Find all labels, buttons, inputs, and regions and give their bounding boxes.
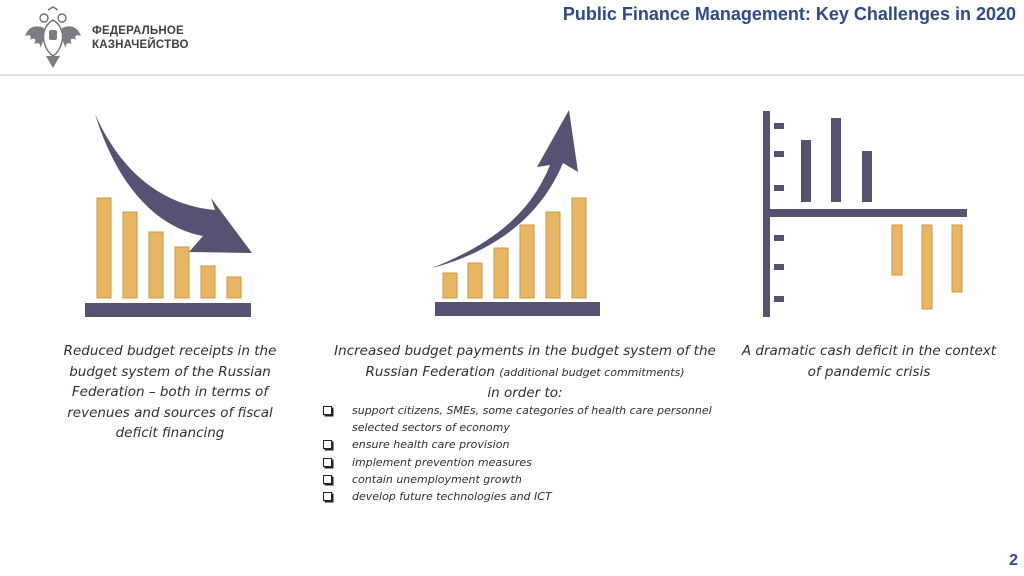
caption-line: Russian Federation (additional budget co… bbox=[318, 362, 732, 384]
negative-bar bbox=[921, 224, 933, 310]
bar bbox=[148, 231, 164, 299]
caption-text: Russian Federation bbox=[365, 363, 500, 380]
list-item-text: ensure health care provision bbox=[352, 438, 510, 452]
tick bbox=[774, 123, 784, 129]
list-item-text: selected sectors of economy bbox=[352, 421, 510, 435]
checkbox-bullet-icon bbox=[323, 406, 332, 415]
list-item: contain unemployment growth bbox=[322, 471, 732, 488]
caption-line: Reduced budget receipts in the bbox=[63, 343, 277, 359]
bar bbox=[831, 118, 841, 202]
down-arrow bbox=[95, 114, 252, 253]
tick bbox=[774, 264, 784, 270]
base-bar bbox=[435, 302, 600, 316]
emblem-icon bbox=[25, 6, 81, 68]
increasing-bars bbox=[442, 197, 587, 299]
list-item: support citizens, SMEs, some categories … bbox=[322, 402, 732, 419]
tick bbox=[774, 151, 784, 157]
bar bbox=[571, 197, 587, 299]
logo-line-1: ФЕДЕРАЛЬНОЕ bbox=[92, 25, 184, 37]
logo-line-2: КАЗНАЧЕЙСТВО bbox=[92, 39, 189, 51]
list-item-continuation: selected sectors of economy bbox=[322, 419, 732, 436]
bar bbox=[96, 197, 112, 299]
y-axis bbox=[763, 111, 770, 317]
caption-line: in order to: bbox=[487, 385, 563, 401]
deficit-chart-icon bbox=[763, 111, 967, 317]
bar bbox=[200, 265, 216, 299]
bar bbox=[122, 211, 138, 299]
bullet-list: support citizens, SMEs, some categories … bbox=[322, 402, 732, 505]
bar bbox=[801, 140, 811, 202]
checkbox-bullet-icon bbox=[323, 474, 332, 484]
bar bbox=[174, 246, 190, 299]
checkbox-bullet-icon bbox=[323, 492, 332, 502]
bar bbox=[545, 211, 561, 299]
negative-bar bbox=[951, 224, 963, 293]
caption-note: (additional budget commitments) bbox=[499, 365, 685, 379]
list-item: implement prevention measures bbox=[322, 454, 732, 471]
caption-line: revenues and sources of fiscal bbox=[67, 404, 273, 421]
bar bbox=[862, 151, 872, 202]
negative-bar bbox=[891, 224, 903, 276]
left-caption: Reduced budget receipts in the budget sy… bbox=[48, 341, 292, 444]
list-item-text: implement prevention measures bbox=[352, 455, 532, 469]
page-title: Public Finance Management: Key Challenge… bbox=[562, 4, 1016, 24]
checkbox-bullet-icon bbox=[323, 440, 332, 450]
bar bbox=[467, 262, 483, 299]
list-item-text: contain unemployment growth bbox=[352, 472, 522, 486]
page-number: 2 bbox=[1009, 552, 1018, 569]
base-bar bbox=[85, 303, 251, 317]
decreasing-bars-icon bbox=[85, 114, 252, 317]
list-item: develop future technologies and ICT bbox=[322, 488, 732, 505]
caption-line: of pandemic crisis bbox=[807, 363, 931, 380]
caption-line: Federation – both in terms of bbox=[71, 384, 269, 400]
logo-text: ФЕДЕРАЛЬНОЕ КАЗНАЧЕЙСТВО bbox=[92, 24, 189, 52]
checkbox-bullet-icon bbox=[323, 457, 332, 467]
x-axis bbox=[769, 209, 967, 217]
up-arrow bbox=[432, 110, 578, 268]
caption-line: budget system of the Russian bbox=[69, 363, 271, 380]
list-item-text: develop future technologies and ICT bbox=[352, 490, 552, 504]
tick bbox=[774, 235, 784, 241]
right-caption: A dramatic cash deficit in the context o… bbox=[734, 341, 1004, 382]
decreasing-bars bbox=[96, 197, 242, 299]
tick bbox=[774, 296, 784, 302]
bar bbox=[493, 247, 509, 299]
caption-line: Increased budget payments in the budget … bbox=[334, 343, 716, 359]
bar bbox=[442, 272, 458, 299]
logo: ФЕДЕРАЛЬНОЕ КАЗНАЧЕЙСТВО bbox=[22, 6, 192, 70]
bar bbox=[519, 224, 535, 299]
caption-line: deficit financing bbox=[115, 425, 225, 441]
list-item: ensure health care provision bbox=[322, 436, 732, 453]
tick bbox=[774, 185, 784, 191]
middle-caption: Increased budget payments in the budget … bbox=[318, 341, 732, 404]
caption-line: A dramatic cash deficit in the context bbox=[741, 343, 997, 359]
bar bbox=[226, 276, 242, 299]
header-divider bbox=[0, 74, 1024, 76]
increasing-bars-icon bbox=[432, 110, 600, 316]
list-item-text: support citizens, SMEs, some categories … bbox=[352, 404, 712, 417]
